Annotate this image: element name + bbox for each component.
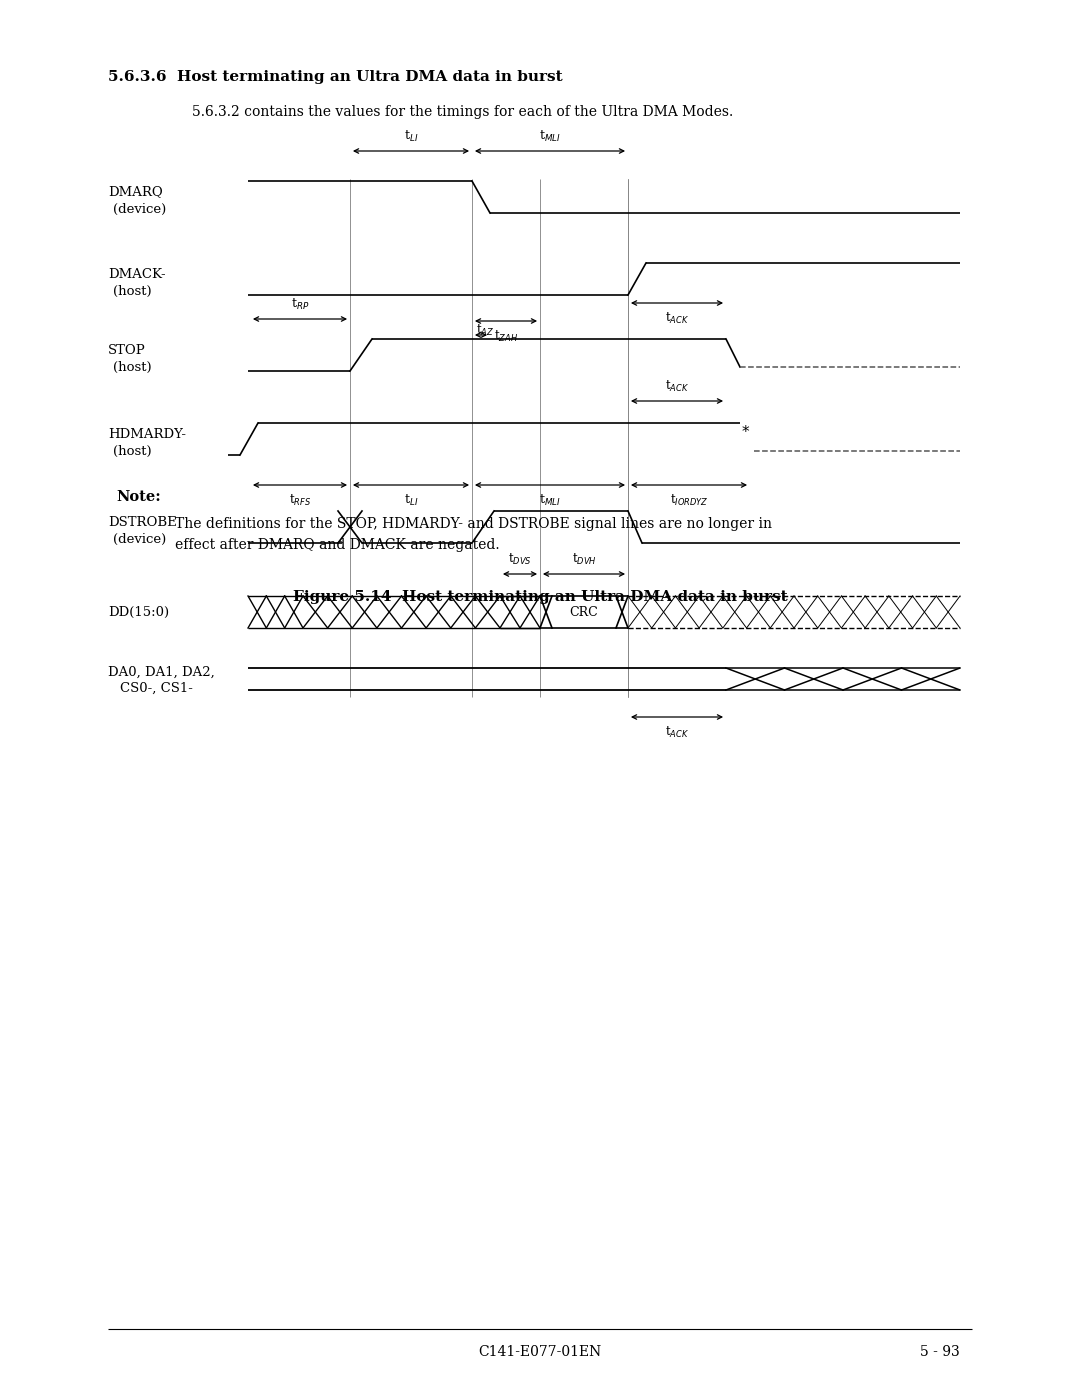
Text: Note:: Note: bbox=[116, 490, 161, 504]
Text: CRC: CRC bbox=[569, 605, 598, 619]
Text: (device): (device) bbox=[113, 532, 166, 545]
Text: The definitions for the STOP, HDMARDY- and DSTROBE signal lines are no longer in: The definitions for the STOP, HDMARDY- a… bbox=[175, 517, 772, 531]
Text: CS0-, CS1-: CS0-, CS1- bbox=[120, 682, 193, 694]
Text: t$_{ACK}$: t$_{ACK}$ bbox=[665, 379, 689, 394]
Text: DMACK-: DMACK- bbox=[108, 267, 165, 281]
Text: DD(15:0): DD(15:0) bbox=[108, 605, 170, 619]
Text: t$_{IORDYZ}$: t$_{IORDYZ}$ bbox=[670, 493, 708, 509]
Text: t$_{LI}$: t$_{LI}$ bbox=[404, 493, 418, 509]
Text: DMARQ: DMARQ bbox=[108, 186, 163, 198]
Text: effect after DMARQ and DMACK are negated.: effect after DMARQ and DMACK are negated… bbox=[175, 538, 500, 552]
Text: C141-E077-01EN: C141-E077-01EN bbox=[478, 1345, 602, 1359]
Text: (host): (host) bbox=[113, 360, 151, 373]
Text: t$_{RFS}$: t$_{RFS}$ bbox=[288, 493, 311, 509]
Text: DA0, DA1, DA2,: DA0, DA1, DA2, bbox=[108, 665, 215, 679]
Text: t$_{MLI}$: t$_{MLI}$ bbox=[539, 493, 561, 509]
Text: 5 - 93: 5 - 93 bbox=[920, 1345, 960, 1359]
Text: Figure 5.14  Host terminating an Ultra DMA data in burst: Figure 5.14 Host terminating an Ultra DM… bbox=[293, 590, 787, 604]
Text: (host): (host) bbox=[113, 285, 151, 298]
Text: t$_{DVS}$: t$_{DVS}$ bbox=[508, 552, 531, 567]
Text: t$_{AZ}$: t$_{AZ}$ bbox=[476, 323, 495, 338]
Text: (device): (device) bbox=[113, 203, 166, 215]
Text: 5.6.3.6  Host terminating an Ultra DMA data in burst: 5.6.3.6 Host terminating an Ultra DMA da… bbox=[108, 70, 563, 84]
Text: t$_{LI}$: t$_{LI}$ bbox=[404, 129, 418, 144]
Text: t$_{RP}$: t$_{RP}$ bbox=[291, 298, 309, 312]
Text: (host): (host) bbox=[113, 444, 151, 457]
Text: t$_{ACK}$: t$_{ACK}$ bbox=[665, 725, 689, 740]
Text: 5.6.3.2 contains the values for the timings for each of the Ultra DMA Modes.: 5.6.3.2 contains the values for the timi… bbox=[192, 105, 733, 119]
Text: *: * bbox=[742, 425, 750, 440]
Text: t$_{MLI}$: t$_{MLI}$ bbox=[539, 129, 561, 144]
Text: t$_{ZAH}$: t$_{ZAH}$ bbox=[494, 330, 518, 344]
Text: HDMARDY-: HDMARDY- bbox=[108, 427, 186, 440]
Text: t$_{DVH}$: t$_{DVH}$ bbox=[571, 552, 596, 567]
Text: DSTROBE: DSTROBE bbox=[108, 515, 177, 528]
Text: t$_{ACK}$: t$_{ACK}$ bbox=[665, 312, 689, 326]
Text: STOP: STOP bbox=[108, 344, 146, 356]
